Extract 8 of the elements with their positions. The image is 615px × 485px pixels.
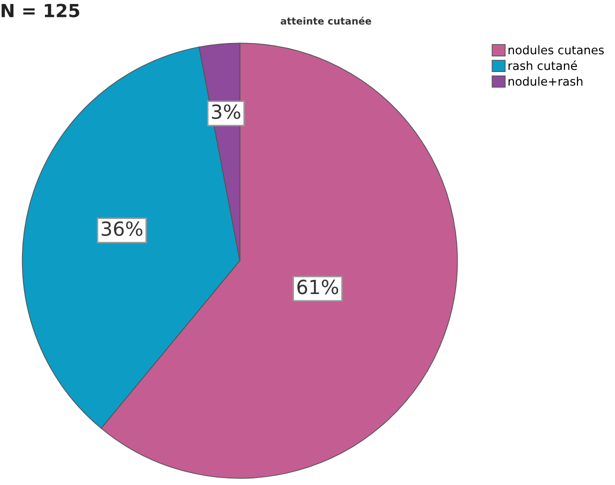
data-label: 61% [297,280,338,294]
legend-label: nodule+rash [508,76,582,86]
data-label: 3% [212,104,240,120]
legend-label: rash cutané [508,60,577,70]
text: N = 125 [2,4,80,18]
chart-title: atteinte cutanée [280,16,372,25]
data-label: 36% [102,221,142,236]
legend-label: nodules cutanes [508,45,604,54]
